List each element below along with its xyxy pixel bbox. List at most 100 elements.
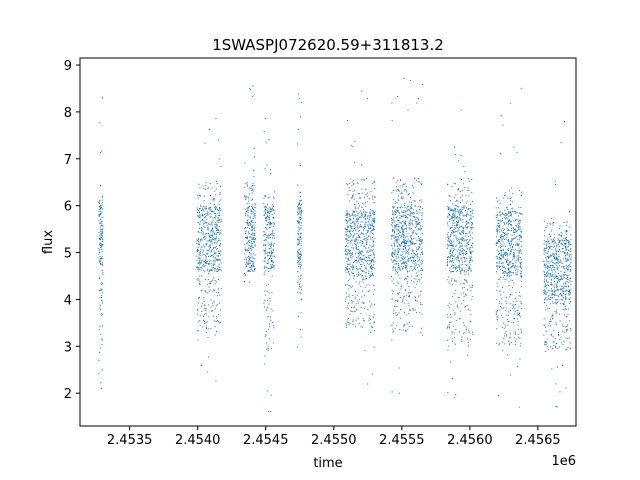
data-point	[519, 273, 521, 275]
data-point	[401, 301, 403, 303]
data-point	[508, 321, 510, 323]
data-point	[552, 329, 554, 331]
data-point	[270, 244, 272, 246]
data-point	[200, 290, 202, 292]
data-point	[249, 245, 251, 247]
data-point	[248, 255, 250, 257]
data-point	[100, 222, 102, 224]
data-point	[394, 213, 396, 215]
data-point	[499, 215, 501, 217]
data-point	[546, 225, 548, 227]
data-point	[448, 208, 450, 210]
data-point	[252, 261, 254, 263]
data-point	[215, 223, 217, 225]
data-point	[351, 253, 353, 255]
data-point	[254, 215, 256, 217]
data-point	[353, 222, 355, 224]
data-point	[207, 336, 209, 338]
data-point	[502, 262, 504, 264]
data-point	[408, 326, 410, 328]
data-point	[247, 237, 249, 239]
data-point	[504, 233, 506, 235]
data-point	[467, 242, 469, 244]
data-point	[198, 266, 200, 268]
data-point	[392, 251, 394, 253]
data-point	[369, 212, 371, 214]
data-point	[300, 218, 302, 220]
data-point	[416, 300, 418, 302]
data-point	[450, 261, 452, 263]
data-point	[416, 254, 418, 256]
data-point	[371, 326, 373, 328]
data-point	[504, 192, 506, 194]
data-point	[394, 239, 396, 241]
data-point	[250, 210, 252, 212]
data-point	[216, 315, 218, 317]
data-point	[509, 261, 511, 263]
data-point	[272, 230, 274, 232]
data-point	[396, 325, 398, 327]
data-point	[300, 238, 302, 240]
data-point	[354, 223, 356, 225]
data-point	[363, 209, 365, 211]
data-point	[365, 178, 367, 180]
data-point	[252, 218, 254, 220]
data-point	[402, 299, 404, 301]
data-point	[208, 223, 210, 225]
data-point	[217, 220, 219, 222]
data-point	[371, 272, 373, 274]
data-point	[373, 249, 375, 251]
data-point	[460, 257, 462, 259]
data-point	[412, 220, 414, 222]
data-point	[391, 261, 393, 263]
data-point	[299, 206, 301, 208]
data-point	[270, 264, 272, 266]
data-point	[407, 205, 409, 207]
data-point	[391, 220, 393, 222]
data-point	[407, 270, 409, 272]
data-point	[515, 244, 517, 246]
data-point	[212, 279, 214, 281]
data-point	[101, 325, 103, 327]
data-point	[515, 270, 517, 272]
data-point	[546, 299, 548, 301]
data-point	[448, 206, 450, 208]
data-point	[496, 258, 498, 260]
data-point	[351, 181, 353, 183]
data-point	[358, 299, 360, 301]
data-point	[299, 286, 301, 288]
data-point	[466, 238, 468, 240]
data-point	[349, 323, 351, 325]
data-point	[397, 249, 399, 251]
data-point	[297, 346, 299, 348]
data-point	[201, 275, 203, 277]
data-point	[410, 212, 412, 214]
data-point	[518, 306, 520, 308]
data-point	[246, 222, 248, 224]
data-point	[498, 226, 500, 228]
data-point	[211, 223, 213, 225]
data-point	[210, 230, 212, 232]
data-point	[556, 262, 558, 264]
data-point	[411, 239, 413, 241]
data-point	[414, 296, 416, 298]
data-point	[460, 283, 462, 285]
data-point	[99, 222, 101, 224]
data-point	[393, 217, 395, 219]
data-point	[448, 213, 450, 215]
data-point	[361, 226, 363, 228]
data-point	[417, 228, 419, 230]
data-point	[212, 229, 214, 231]
data-point	[564, 282, 566, 284]
data-point	[421, 240, 423, 242]
data-point	[101, 220, 103, 222]
data-point	[217, 139, 219, 141]
data-point	[450, 234, 452, 236]
data-point	[515, 266, 517, 268]
data-point	[462, 287, 464, 289]
data-point	[99, 205, 101, 207]
data-point	[364, 236, 366, 238]
data-point	[369, 249, 371, 251]
data-point	[199, 296, 201, 298]
data-point	[512, 255, 514, 257]
